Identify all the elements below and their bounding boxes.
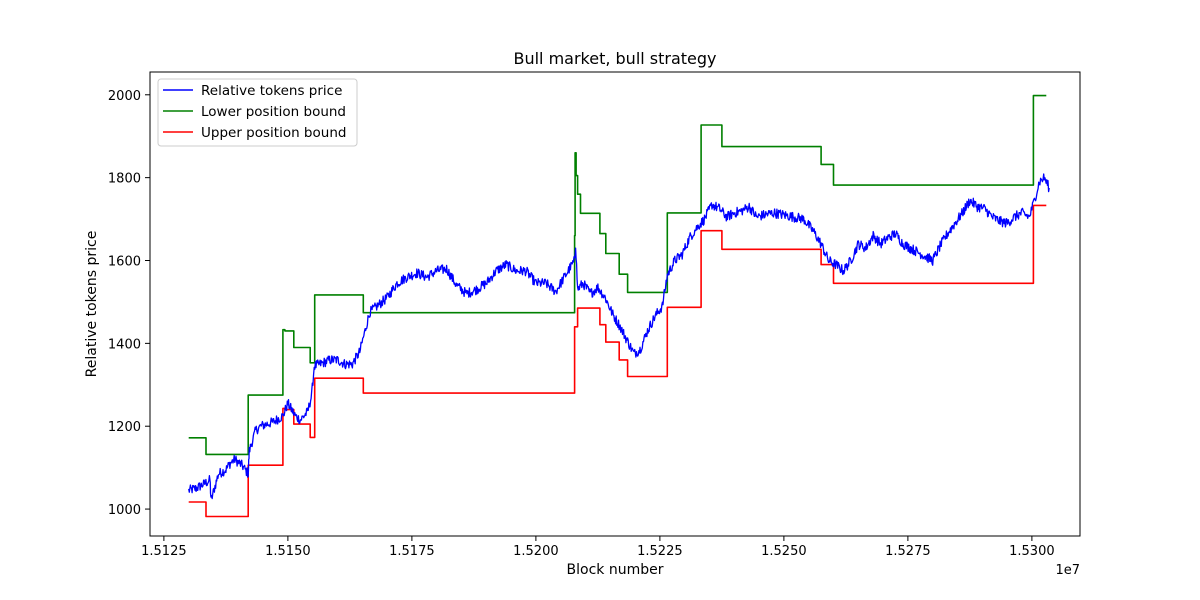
legend-label: Upper position bound	[201, 125, 346, 141]
x-tick-label: 1.5175	[389, 544, 435, 559]
y-axis: 1000 1200 1400 1600 1800 2000	[108, 89, 150, 518]
x-tick-label: 1.5125	[141, 544, 187, 559]
plot-lines	[188, 94, 1050, 518]
y-tick-label: 1000	[108, 503, 141, 518]
x-axis-label: Block number	[567, 562, 664, 578]
x-tick-label: 1.5250	[761, 544, 807, 559]
legend: Relative tokens price Lower position boun…	[157, 78, 358, 147]
y-tick-label: 1600	[108, 255, 141, 270]
x-tick-label: 1.5225	[637, 544, 683, 559]
legend-label: Relative tokens price	[201, 83, 342, 99]
plot-frame	[149, 71, 1081, 537]
x-tick-label: 1.5200	[513, 544, 559, 559]
x-axis: 1.5125 1.5150 1.5175 1.5200 1.5225 1.5250 1.52…	[141, 536, 1055, 559]
series-line-relative-tokens-price	[188, 173, 1050, 500]
y-tick-label: 2000	[108, 89, 141, 104]
y-tick-label: 1200	[108, 420, 141, 435]
chart-title: Bull market, bull strategy	[513, 49, 716, 68]
y-axis-label: Relative tokens price	[84, 231, 100, 378]
y-tick-label: 1800	[108, 172, 141, 187]
legend-box	[157, 78, 358, 147]
series-line-lower-position-bound	[188, 94, 1047, 456]
x-tick-label: 1.5275	[885, 544, 931, 559]
legend-label: Lower position bound	[201, 104, 346, 120]
y-tick-label: 1400	[108, 337, 141, 352]
x-tick-label: 1.5150	[265, 544, 311, 559]
x-offset-text: 1e7	[1055, 563, 1080, 578]
x-tick-label: 1.5300	[1009, 544, 1055, 559]
